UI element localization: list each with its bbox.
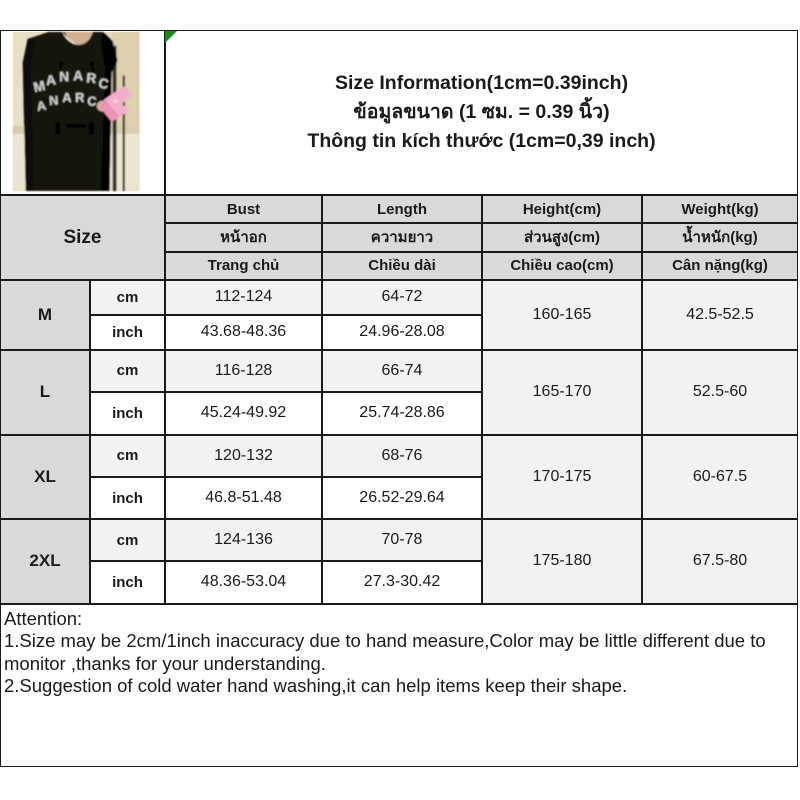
svg-text:A: A bbox=[45, 71, 57, 88]
svg-text:R: R bbox=[75, 90, 84, 105]
svg-text:R: R bbox=[86, 69, 97, 86]
svg-text:A: A bbox=[62, 90, 71, 105]
svg-text:N: N bbox=[49, 92, 59, 108]
svg-text:C: C bbox=[87, 93, 98, 109]
svg-text:A: A bbox=[73, 67, 83, 83]
svg-text:N: N bbox=[59, 68, 69, 84]
